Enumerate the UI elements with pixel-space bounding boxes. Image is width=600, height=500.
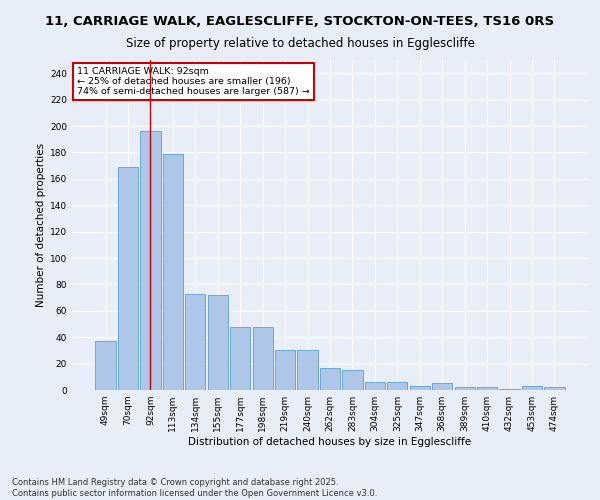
Bar bbox=[253, 326, 273, 390]
Bar bbox=[365, 382, 385, 390]
Bar bbox=[230, 326, 250, 390]
Bar bbox=[499, 388, 520, 390]
Bar bbox=[95, 341, 116, 390]
Bar bbox=[343, 370, 362, 390]
Text: Contains HM Land Registry data © Crown copyright and database right 2025.
Contai: Contains HM Land Registry data © Crown c… bbox=[12, 478, 377, 498]
Text: Size of property relative to detached houses in Egglescliffe: Size of property relative to detached ho… bbox=[125, 38, 475, 51]
Bar bbox=[432, 384, 452, 390]
Bar bbox=[455, 388, 475, 390]
Bar bbox=[522, 386, 542, 390]
Bar bbox=[275, 350, 295, 390]
Bar bbox=[163, 154, 183, 390]
Bar bbox=[298, 350, 317, 390]
Text: 11, CARRIAGE WALK, EAGLESCLIFFE, STOCKTON-ON-TEES, TS16 0RS: 11, CARRIAGE WALK, EAGLESCLIFFE, STOCKTO… bbox=[46, 15, 554, 28]
Bar bbox=[544, 388, 565, 390]
Y-axis label: Number of detached properties: Number of detached properties bbox=[36, 143, 46, 307]
Bar bbox=[185, 294, 205, 390]
Bar bbox=[477, 388, 497, 390]
Bar bbox=[208, 295, 228, 390]
Bar bbox=[320, 368, 340, 390]
Bar bbox=[140, 132, 161, 390]
Text: 11 CARRIAGE WALK: 92sqm
← 25% of detached houses are smaller (196)
74% of semi-d: 11 CARRIAGE WALK: 92sqm ← 25% of detache… bbox=[77, 66, 310, 96]
Bar bbox=[410, 386, 430, 390]
Bar bbox=[387, 382, 407, 390]
Bar bbox=[118, 167, 138, 390]
X-axis label: Distribution of detached houses by size in Egglescliffe: Distribution of detached houses by size … bbox=[188, 437, 472, 447]
